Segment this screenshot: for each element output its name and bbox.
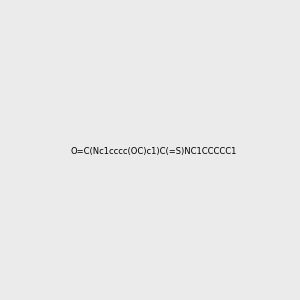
Text: O=C(Nc1cccc(OC)c1)C(=S)NC1CCCCC1: O=C(Nc1cccc(OC)c1)C(=S)NC1CCCCC1	[70, 147, 237, 156]
